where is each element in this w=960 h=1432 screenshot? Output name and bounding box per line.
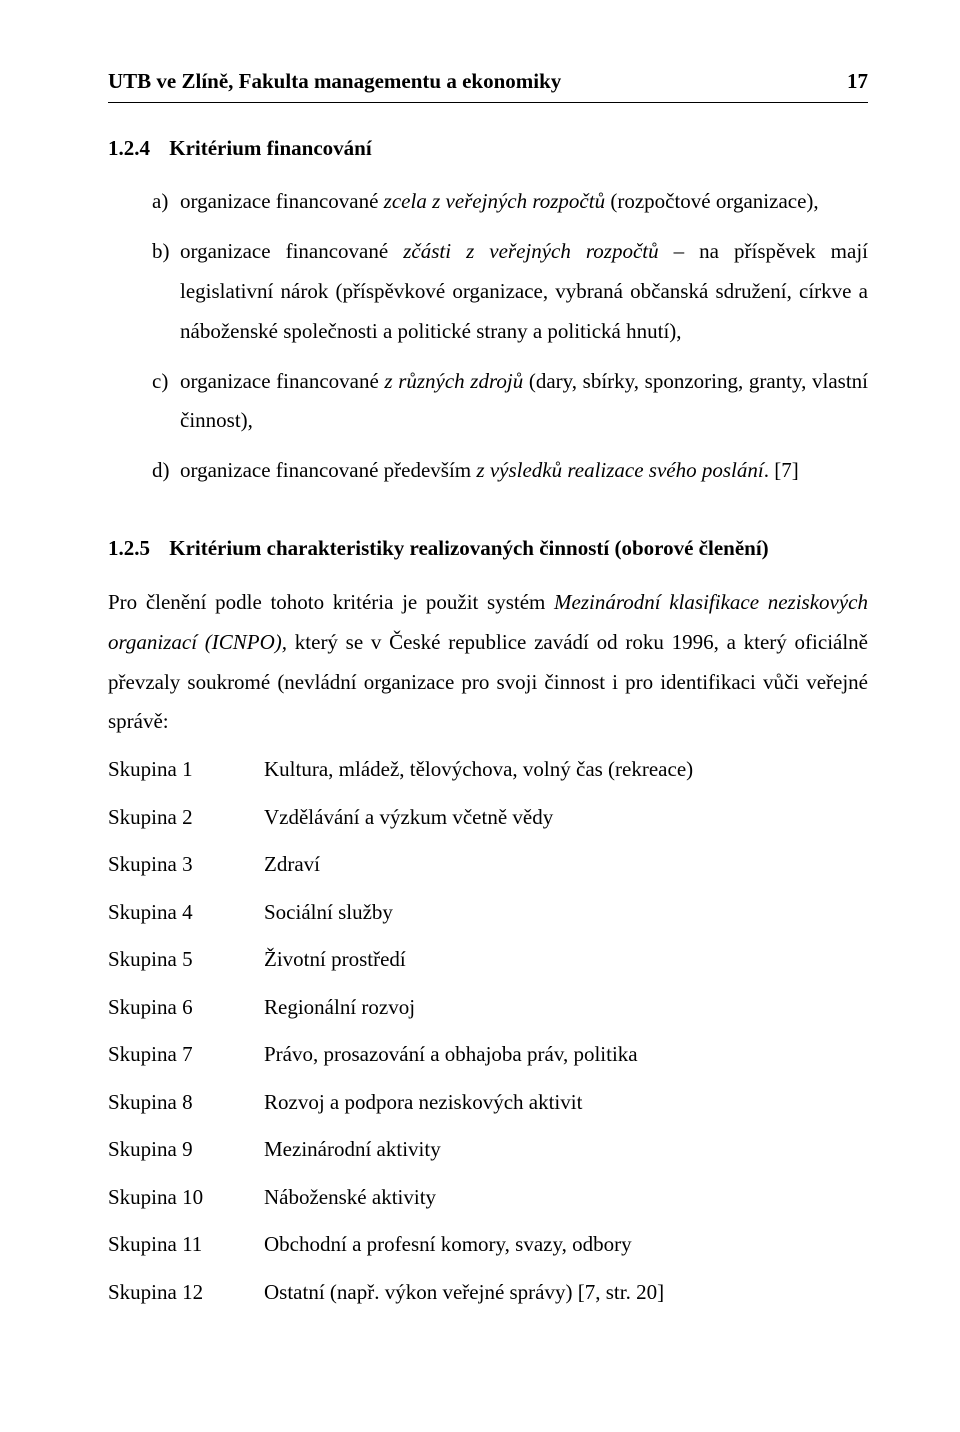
table-row: Skupina 2Vzdělávání a výzkum včetně vědy — [108, 802, 868, 850]
list-marker: c) — [152, 362, 168, 402]
group-value: Zdraví — [264, 849, 868, 897]
group-label: Skupina 1 — [108, 754, 264, 802]
list-text-em: zcela z veřejných rozpočtů — [384, 189, 605, 213]
list-marker: d) — [152, 451, 170, 491]
list-text-pre: organizace financované především — [180, 458, 476, 482]
section-125-heading: 1.2.5 Kritérium charakteristiky realizov… — [108, 533, 868, 565]
group-label: Skupina 10 — [108, 1182, 264, 1230]
section-124: 1.2.4 Kritérium financování a) organizac… — [108, 133, 868, 492]
group-label: Skupina 6 — [108, 992, 264, 1040]
group-label: Skupina 9 — [108, 1134, 264, 1182]
group-value: Regionální rozvoj — [264, 992, 868, 1040]
table-row: Skupina 12Ostatní (např. výkon veřejné s… — [108, 1277, 868, 1325]
group-table: Skupina 1Kultura, mládež, tělovýchova, v… — [108, 754, 868, 1324]
table-row: Skupina 5Životní prostředí — [108, 944, 868, 992]
list-text-em: z výsledků realizace svého poslání — [476, 458, 763, 482]
group-value: Vzdělávání a výzkum včetně vědy — [264, 802, 868, 850]
list-text-post: (rozpočtové organizace), — [605, 189, 819, 213]
table-row: Skupina 6Regionální rozvoj — [108, 992, 868, 1040]
section-124-heading: 1.2.4 Kritérium financování — [108, 133, 868, 165]
table-row: Skupina 9Mezinárodní aktivity — [108, 1134, 868, 1182]
intro-pre: Pro členění podle tohoto kritéria je pou… — [108, 590, 554, 614]
group-value: Kultura, mládež, tělovýchova, volný čas … — [264, 754, 868, 802]
list-text-pre: organizace financované — [180, 369, 384, 393]
group-label: Skupina 4 — [108, 897, 264, 945]
list-text-pre: organizace financované — [180, 239, 403, 263]
section-125-number: 1.2.5 — [108, 533, 164, 565]
table-row: Skupina 8Rozvoj a podpora neziskových ak… — [108, 1087, 868, 1135]
list-item: b) organizace financované zčásti z veřej… — [152, 232, 868, 352]
list-item: d) organizace financované především z vý… — [152, 451, 868, 491]
list-text-em: zčásti z veřejných rozpočtů — [403, 239, 658, 263]
table-row: Skupina 7Právo, prosazování a obhajoba p… — [108, 1039, 868, 1087]
list-text-pre: organizace financované — [180, 189, 384, 213]
group-value: Sociální služby — [264, 897, 868, 945]
group-value: Mezinárodní aktivity — [264, 1134, 868, 1182]
page-header-title: UTB ve Zlíně, Fakulta managementu a ekon… — [108, 66, 561, 98]
group-label: Skupina 11 — [108, 1229, 264, 1277]
list-text-em: z různých zdrojů — [384, 369, 523, 393]
section-125-title: Kritérium charakteristiky realizovaných … — [169, 536, 768, 560]
group-label: Skupina 12 — [108, 1277, 264, 1325]
group-value: Právo, prosazování a obhajoba práv, poli… — [264, 1039, 868, 1087]
table-row: Skupina 11Obchodní a profesní komory, sv… — [108, 1229, 868, 1277]
list-item: c) organizace financované z různých zdro… — [152, 362, 868, 442]
group-value: Rozvoj a podpora neziskových aktivit — [264, 1087, 868, 1135]
list-marker: a) — [152, 182, 168, 222]
section-125-intro: Pro členění podle tohoto kritéria je pou… — [108, 583, 868, 743]
section-124-number: 1.2.4 — [108, 133, 164, 165]
section-124-list: a) organizace financované zcela z veřejn… — [108, 182, 868, 491]
group-label: Skupina 2 — [108, 802, 264, 850]
table-row: Skupina 1Kultura, mládež, tělovýchova, v… — [108, 754, 868, 802]
group-value: Náboženské aktivity — [264, 1182, 868, 1230]
page-header: UTB ve Zlíně, Fakulta managementu a ekon… — [108, 66, 868, 103]
page-number: 17 — [847, 66, 868, 98]
list-item: a) organizace financované zcela z veřejn… — [152, 182, 868, 222]
group-label: Skupina 8 — [108, 1087, 264, 1135]
group-value: Ostatní (např. výkon veřejné správy) [7,… — [264, 1277, 868, 1325]
section-124-title: Kritérium financování — [169, 136, 371, 160]
list-text-post: . [7] — [764, 458, 799, 482]
list-marker: b) — [152, 232, 170, 272]
section-125: 1.2.5 Kritérium charakteristiky realizov… — [108, 533, 868, 1324]
table-row: Skupina 3Zdraví — [108, 849, 868, 897]
group-label: Skupina 5 — [108, 944, 264, 992]
group-label: Skupina 3 — [108, 849, 264, 897]
table-row: Skupina 4Sociální služby — [108, 897, 868, 945]
group-label: Skupina 7 — [108, 1039, 264, 1087]
group-value: Životní prostředí — [264, 944, 868, 992]
group-value: Obchodní a profesní komory, svazy, odbor… — [264, 1229, 868, 1277]
table-row: Skupina 10Náboženské aktivity — [108, 1182, 868, 1230]
